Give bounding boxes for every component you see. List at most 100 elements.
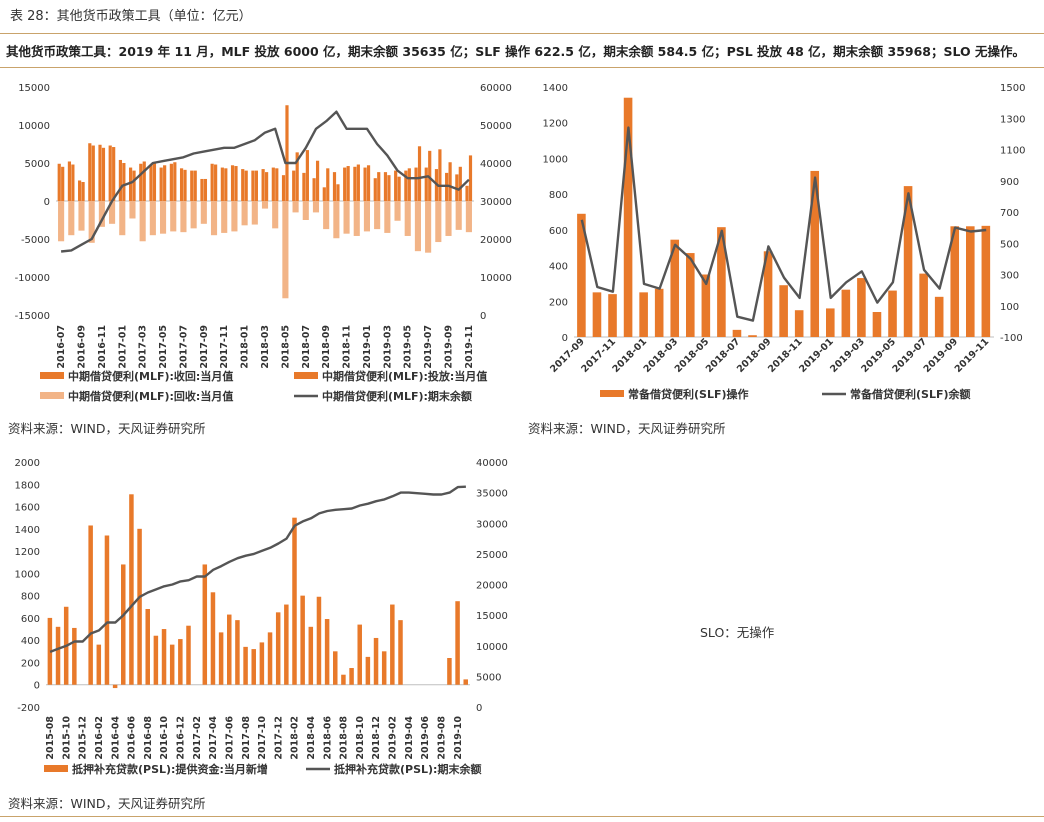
bar-mark xyxy=(275,168,279,201)
x-tick-label: 2017-04 xyxy=(208,716,219,760)
bar-mark xyxy=(623,97,633,337)
negative-bar-mark xyxy=(282,201,289,299)
left-tick-label: 600 xyxy=(549,226,568,237)
left-tick-label: 1200 xyxy=(15,547,40,558)
right-tick-label: 10000 xyxy=(480,273,512,284)
bar-mark xyxy=(701,274,711,337)
bar-mark xyxy=(308,626,314,685)
bar-mark xyxy=(763,251,773,337)
bar-mark xyxy=(203,178,208,201)
legend-label: 抵押补充贷款(PSL):提供资金:当月新增 xyxy=(72,762,268,776)
negative-bar-mark xyxy=(119,201,126,236)
left-tick-label: 800 xyxy=(549,190,568,201)
bar-mark xyxy=(271,167,275,201)
bar-mark xyxy=(132,170,136,201)
slf-chart: 0 200 400 600 800 1000 1200 1400 -100 100 300 500 70… xyxy=(522,72,1042,408)
bar-mark xyxy=(857,278,866,337)
balance-line xyxy=(60,110,470,253)
right-tick-label: 50000 xyxy=(480,121,512,132)
bar-mark xyxy=(826,308,835,337)
bar-mark xyxy=(468,155,473,201)
bar-mark xyxy=(218,632,224,685)
bar-mark xyxy=(200,178,204,201)
bar-mark xyxy=(241,169,245,201)
bar-mark xyxy=(341,674,346,685)
bar-mark xyxy=(407,168,411,201)
x-tick-label: 2015-12 xyxy=(78,716,89,760)
right-tick-label: 900 xyxy=(1000,177,1019,188)
bar-mark xyxy=(112,684,118,689)
bar-mark xyxy=(387,175,391,201)
bar-mark xyxy=(210,163,214,201)
bar-mark xyxy=(235,620,240,685)
x-tick-label: 2017-06 xyxy=(224,716,235,760)
x-tick-label: 2018-12 xyxy=(371,716,382,760)
bar-mark xyxy=(169,644,175,685)
x-tick-label: 2018-09 xyxy=(321,325,332,369)
negative-bar-mark xyxy=(190,201,197,229)
left-tick-label: -15000 xyxy=(15,311,50,322)
negative-bar-mark xyxy=(170,201,177,232)
x-tick-label: 2016-12 xyxy=(176,716,187,760)
table-caption: 表 28：其他货币政策工具（单位：亿元） xyxy=(0,0,1044,34)
bar-mark xyxy=(654,288,664,337)
x-tick-label: 2017-03 xyxy=(138,325,149,369)
bar-mark xyxy=(284,604,289,685)
bar-mark xyxy=(224,168,228,201)
negative-bar-mark xyxy=(465,201,472,233)
bar-mark xyxy=(112,147,116,201)
bar-mark xyxy=(57,163,61,201)
negative-bar-mark xyxy=(425,201,432,253)
x-tick-label: 2018-06 xyxy=(322,716,333,760)
bar-mark xyxy=(78,180,82,201)
bar-mark xyxy=(183,169,187,201)
psl-chart-svg: -200 0 200 400 600 800 1000 1200 1400 1600 1800 200… xyxy=(15,458,508,776)
bar-mark xyxy=(366,165,371,201)
bar-mark xyxy=(163,165,167,201)
left-tick-label: 5000 xyxy=(25,159,50,170)
bar-mark xyxy=(414,167,418,201)
negative-bar-mark xyxy=(129,201,136,219)
bar-mark xyxy=(292,170,296,201)
legend-label: 常备借贷便利(SLF)操作 xyxy=(628,387,749,401)
bar-mark xyxy=(312,178,316,201)
left-tick-label: -10000 xyxy=(15,273,50,284)
negative-bar-mark xyxy=(312,201,320,213)
negative-bar-mark xyxy=(180,201,187,233)
bar-mark xyxy=(934,296,944,337)
bar-mark xyxy=(244,170,248,201)
bar-mark xyxy=(88,525,93,685)
bar-mark xyxy=(377,172,381,201)
bar-mark xyxy=(717,227,726,337)
right-tick-label: 700 xyxy=(1000,208,1019,219)
x-tick-label: 2019-11 xyxy=(464,325,475,369)
x-tick-label: 2015-08 xyxy=(45,716,56,760)
mlf-chart: -15000 -10000 -5000 0 5000 10000 15000 0 10000 20… xyxy=(0,72,520,408)
x-tick-label: 2017-07 xyxy=(178,325,189,369)
bar-mark xyxy=(872,312,882,337)
bar-mark xyxy=(118,159,122,201)
negative-bar-mark xyxy=(98,201,105,227)
bar-mark xyxy=(243,646,248,685)
bar-mark xyxy=(592,292,602,337)
bar-mark xyxy=(465,185,469,201)
negative-bar-mark xyxy=(353,201,360,236)
bar-mark xyxy=(398,620,403,685)
bar-mark xyxy=(365,656,371,685)
bar-mark xyxy=(302,172,306,201)
bar-mark xyxy=(285,105,289,201)
bar-mark xyxy=(214,164,218,201)
negative-bar-mark xyxy=(374,201,381,230)
negative-bar-mark xyxy=(394,201,401,221)
bar-mark xyxy=(404,170,408,201)
right-tick-label: 40000 xyxy=(476,458,508,469)
left-tick-label: 1600 xyxy=(15,503,40,514)
bar-mark xyxy=(161,629,167,685)
psl-chart: -200 0 200 400 600 800 1000 1200 1400 1600 1800 200… xyxy=(0,452,520,788)
bar-mark xyxy=(139,163,143,201)
bar-mark xyxy=(292,517,297,685)
bar-mark xyxy=(179,168,184,201)
bar-mark xyxy=(448,162,452,201)
bar-mark xyxy=(193,170,197,201)
bar-mark xyxy=(950,226,960,337)
